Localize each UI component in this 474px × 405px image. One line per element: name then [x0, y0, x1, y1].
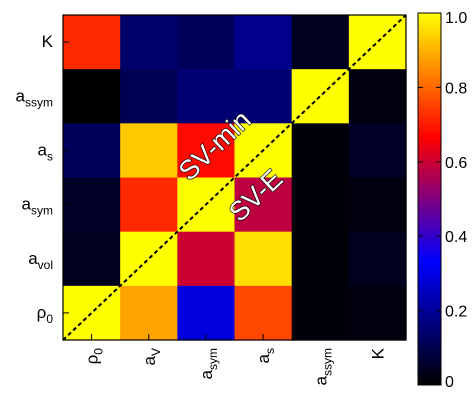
- heatmap-cell: [120, 15, 178, 70]
- x-tick-label: aV: [140, 348, 163, 365]
- heatmap-cell: [120, 177, 178, 233]
- heatmap-cell: [291, 177, 350, 233]
- heatmap-cell: [120, 69, 178, 124]
- heatmap-cell: [234, 15, 293, 70]
- heatmap-cell: [348, 15, 407, 70]
- y-tick-label: asym: [22, 195, 53, 218]
- heatmap-cell: [177, 231, 236, 287]
- heatmap-cell: [291, 15, 350, 70]
- colorbar-tick-label: 0: [445, 374, 454, 391]
- plot-frame: [62, 14, 407, 341]
- x-tick-label: ρ0: [83, 348, 106, 365]
- colorbar-tick-label: 0.4: [445, 229, 467, 246]
- heatmap-cell: [63, 285, 121, 341]
- heatmap-cell: [120, 285, 178, 341]
- colorbar: [417, 12, 442, 386]
- heatmap-cell: [234, 177, 293, 233]
- colorbar-tick-label: 0.2: [445, 304, 467, 321]
- heatmap-cell: [291, 285, 350, 341]
- heatmap-cell: [348, 231, 407, 287]
- heatmap-cell: [177, 15, 236, 70]
- heatmap-cell: [348, 123, 407, 179]
- x-tick-label: asym: [197, 348, 220, 379]
- heatmap-cell: [234, 231, 293, 287]
- heatmap-cell: [348, 69, 407, 124]
- diagonal-dashed-line: [63, 15, 406, 340]
- colorbar-tick-label: 0.6: [445, 155, 467, 172]
- heatmap-cell: [234, 69, 293, 124]
- x-tick-label: assym: [311, 348, 334, 385]
- y-tick-label: K: [42, 32, 54, 51]
- x-tick-label: K: [368, 347, 387, 359]
- heatmap-cell: [177, 69, 236, 124]
- heatmap-cell: [291, 231, 350, 287]
- y-tick-label: as: [38, 140, 53, 163]
- heatmap-cell: [291, 69, 350, 124]
- heatmap-cell: [120, 123, 178, 179]
- colorbar-tick-label: 0.8: [445, 80, 467, 97]
- heatmap-cell: [234, 285, 293, 341]
- y-tick-label: avol: [28, 249, 53, 272]
- heatmap-cell: [177, 123, 236, 179]
- x-tick-label: as: [254, 348, 277, 363]
- y-tick-label: assym: [16, 86, 53, 109]
- heatmap-cells: [63, 15, 407, 341]
- heatmap-cell: [120, 231, 178, 287]
- heatmap-cell: [63, 123, 121, 179]
- heatmap-cell: [63, 69, 121, 124]
- heatmap-cell: [348, 177, 407, 233]
- heatmap-cell: [63, 15, 121, 70]
- x-tick-labels: ρ0 aV asym as assym K: [83, 334, 387, 385]
- colorbar-tick-label: 1.0: [445, 10, 467, 27]
- heatmap-cell: [348, 285, 407, 341]
- heatmap-cell: [63, 231, 121, 287]
- y-tick-label: ρ0: [37, 303, 54, 326]
- heatmap-cell: [291, 123, 350, 179]
- heatmap-cell: [177, 285, 236, 341]
- colorbar-ticks: 0 0.2 0.4 0.6 0.8 1.0: [418, 10, 467, 391]
- heatmap-cell: [63, 177, 121, 233]
